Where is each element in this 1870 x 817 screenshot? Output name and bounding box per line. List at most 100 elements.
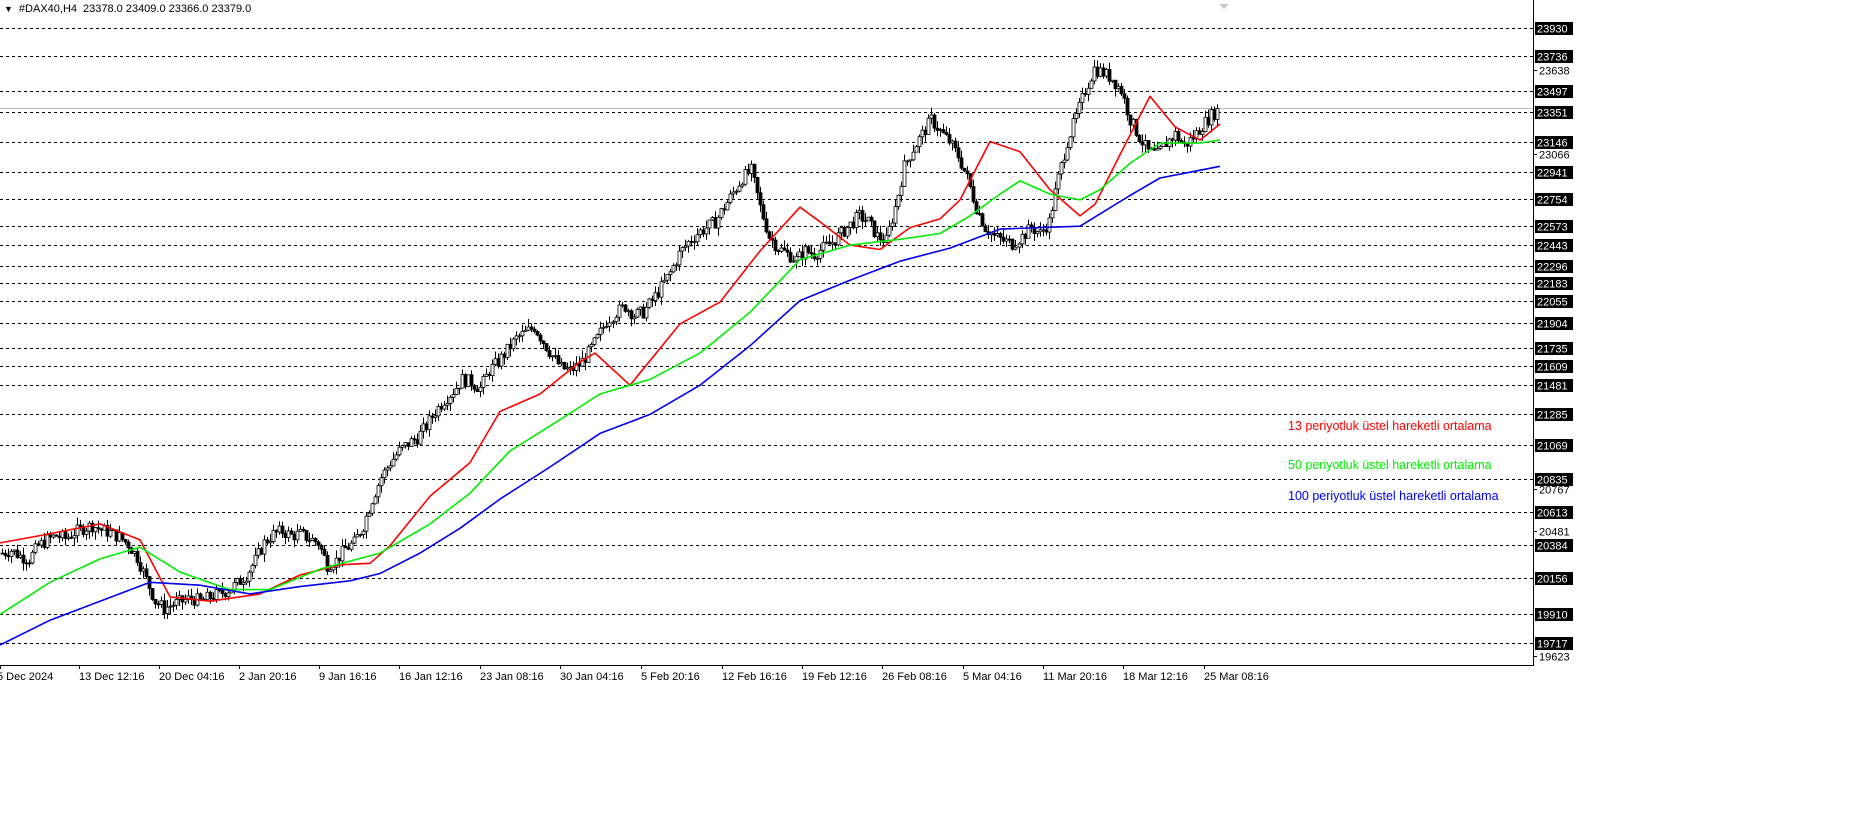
candle-body [265, 539, 270, 544]
candle-body [785, 249, 790, 253]
candle-body [1077, 101, 1082, 114]
candle-body [331, 566, 336, 571]
price-level-label-bg [1535, 22, 1573, 35]
candle-body [268, 541, 273, 544]
candle-body [373, 496, 378, 505]
candle-body [604, 325, 609, 328]
candle-body [586, 346, 591, 363]
price-level-label: 23351 [1537, 108, 1568, 120]
candle-body [532, 328, 537, 332]
candle-body [872, 220, 877, 238]
candle-body [962, 167, 967, 172]
candle-body [815, 257, 820, 260]
candle-body [617, 304, 622, 318]
candle-body [1206, 116, 1211, 126]
candle-body [869, 216, 874, 222]
candle-body [776, 250, 781, 253]
candle-body [469, 374, 474, 387]
legend-item-1: 50 periyotluk üstel hareketli ortalama [1288, 458, 1492, 472]
candle-body [683, 245, 688, 248]
candle-body [156, 603, 161, 606]
candle-body [794, 256, 799, 262]
candle-body [337, 557, 342, 562]
candle-body [1134, 118, 1139, 136]
price-level-label: 20384 [1537, 541, 1568, 553]
candle-body [298, 528, 303, 532]
candle-body [526, 326, 531, 331]
candle-body [592, 337, 597, 345]
triangle-down-icon[interactable]: ▼ [4, 4, 13, 14]
price-level-label: 21735 [1537, 344, 1568, 356]
candle-body [878, 232, 883, 241]
candle-body [689, 240, 694, 243]
candle-body [1010, 238, 1015, 250]
candle-body [1176, 131, 1181, 142]
candle-body [304, 530, 309, 541]
triangle-down-icon [1219, 4, 1229, 9]
candle-body [953, 140, 958, 149]
price-axis: 23930 23736 23497 23351 23146 22941 22754 22573… [1533, 22, 1573, 664]
grid-lines [0, 0, 1534, 666]
candle-body [1197, 130, 1202, 135]
candle-body [75, 524, 80, 537]
candle-body [632, 316, 637, 320]
candle-body [1035, 231, 1040, 235]
candle-body [998, 233, 1003, 238]
candle-body [451, 394, 456, 398]
candle-body [674, 264, 679, 267]
candle-body [352, 536, 357, 544]
candle-body [283, 532, 288, 538]
candle-body [959, 157, 964, 169]
candle-body [445, 403, 450, 406]
price-level-label: 22443 [1537, 241, 1568, 253]
price-level-label: 20835 [1537, 475, 1568, 487]
time-tick-label: 19 Feb 12:16 [802, 671, 867, 683]
candle-body [6, 555, 11, 558]
candle-body [454, 388, 459, 395]
candle-body [18, 554, 23, 558]
candle-body [1083, 93, 1088, 95]
candle-body [1209, 109, 1214, 126]
candle-body [671, 265, 676, 273]
candle-body [493, 358, 498, 365]
candle-body [0, 552, 5, 555]
candle-body [457, 387, 462, 390]
candle-body [638, 306, 643, 310]
candle-body [9, 550, 14, 558]
candle-body [743, 169, 748, 185]
candle-body [153, 599, 158, 605]
candle-body [1044, 229, 1049, 233]
price-level-label-bg [1535, 193, 1573, 206]
candle-body [1107, 69, 1112, 82]
candle-body [758, 192, 763, 206]
candle-body [487, 373, 492, 376]
candle-body [496, 358, 501, 367]
candle-body [719, 208, 724, 218]
candle-body [436, 406, 441, 417]
candle-body [553, 355, 558, 357]
candle-body [69, 536, 74, 539]
candle-body [144, 568, 149, 577]
candle-body [1137, 135, 1142, 143]
candle-body [884, 234, 889, 243]
candle-body [728, 193, 733, 203]
price-level-label-bg [1535, 439, 1573, 452]
price-level-label-bg [1535, 608, 1573, 621]
candle-body [629, 310, 634, 320]
candle-body [875, 232, 880, 238]
candle-body [746, 169, 751, 174]
candle-body [226, 592, 231, 597]
candle-body [905, 160, 910, 163]
candle-body [956, 147, 961, 159]
candle-body [857, 210, 862, 213]
candle-body [211, 597, 216, 600]
candle-body [635, 308, 640, 318]
price-level-label: 19717 [1537, 639, 1568, 651]
candle-body [505, 343, 510, 358]
candle-body [716, 216, 721, 229]
candle-body [980, 213, 985, 227]
candle-body [1125, 97, 1130, 116]
candle-body [809, 252, 814, 255]
